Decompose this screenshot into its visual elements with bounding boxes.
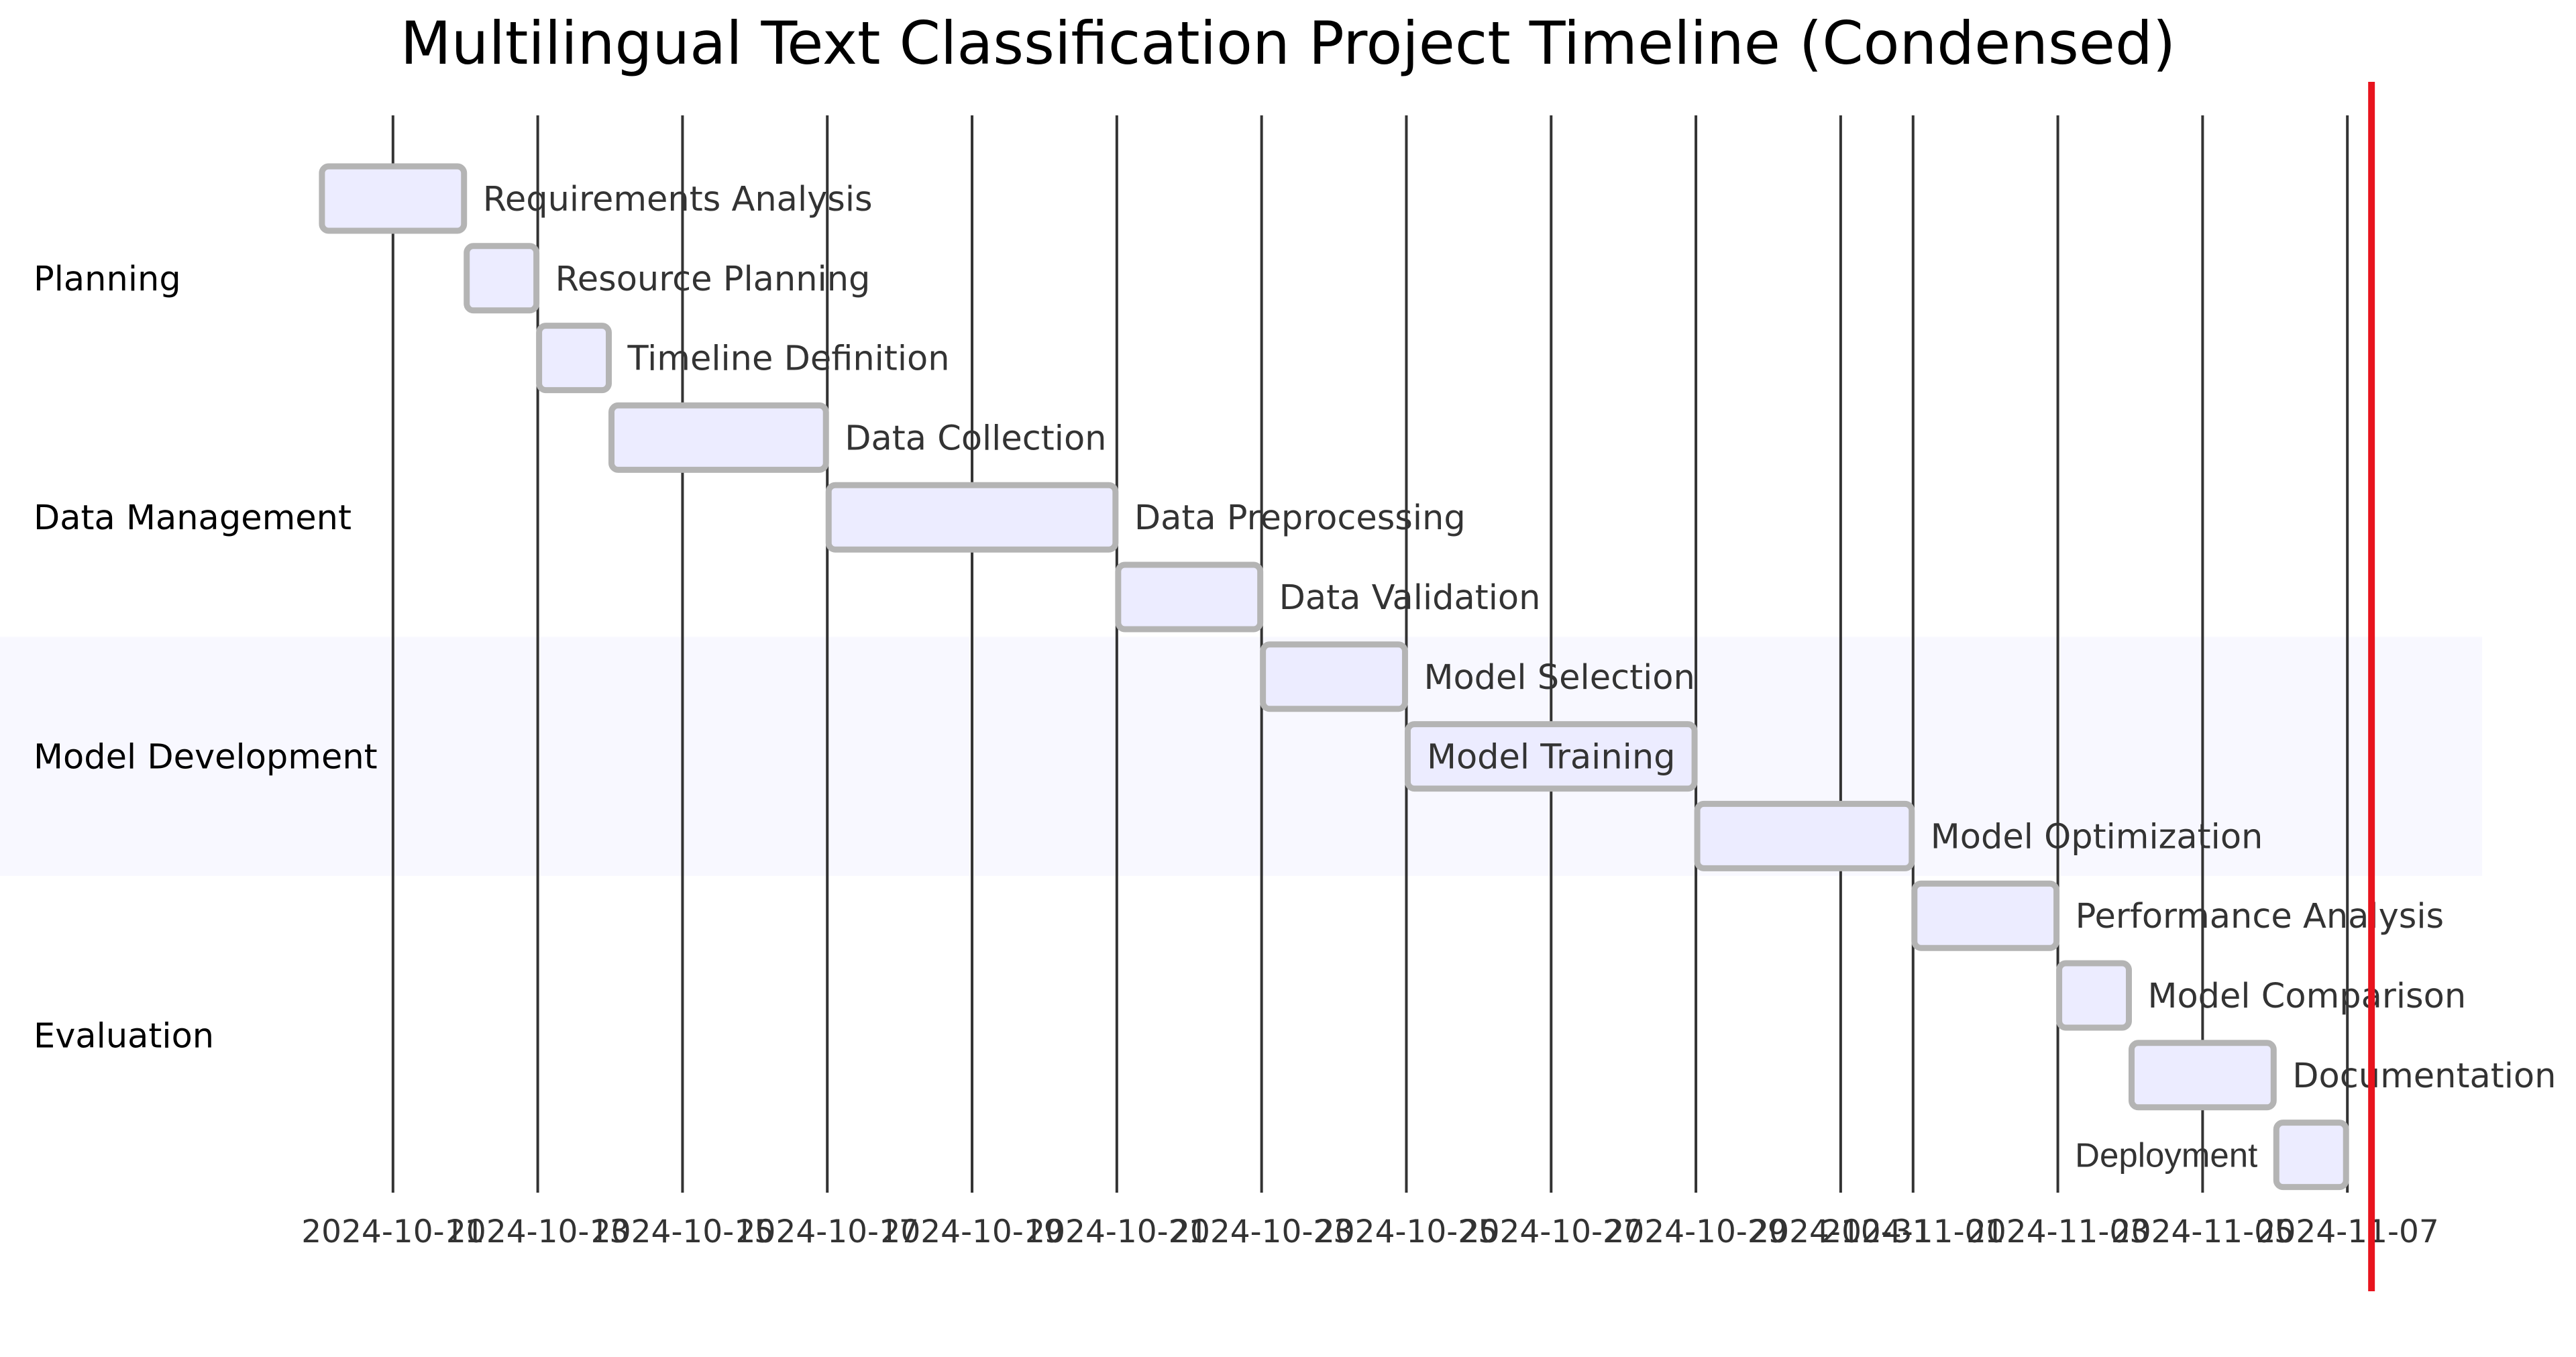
task-label: Model Training xyxy=(1427,738,1676,777)
task-bar xyxy=(464,243,540,314)
x-tick-label: 2024-10-25 xyxy=(1315,1213,1498,1250)
task-bar xyxy=(1404,721,1698,792)
x-tick-label: 2024-10-21 xyxy=(1025,1213,1208,1250)
task-bar xyxy=(608,402,829,473)
task-bar xyxy=(1694,800,1915,871)
section-label: Planning xyxy=(34,260,181,299)
section-band-model-development xyxy=(0,637,2482,876)
task-bar xyxy=(2128,1040,2277,1111)
task-bar xyxy=(1911,880,2060,951)
x-tick-label: 2024-10-15 xyxy=(591,1213,774,1250)
x-tick-label: 2024-10-13 xyxy=(446,1213,629,1250)
task-bar xyxy=(825,482,1119,553)
x-tick-label: 2024-11-03 xyxy=(1966,1213,2149,1250)
task-bar xyxy=(319,163,468,234)
task-label: Data Validation xyxy=(1279,578,1541,618)
x-tick-label: 2024-10-23 xyxy=(1170,1213,1353,1250)
section-label: Evaluation xyxy=(34,1016,214,1056)
x-tick-label: 2024-11-07 xyxy=(2256,1213,2439,1250)
x-tick-label: 2024-10-11 xyxy=(301,1213,484,1250)
task-label: Deployment xyxy=(2075,1136,2257,1175)
task-label: Model Optimization xyxy=(1931,817,2263,857)
x-tick-label: 2024-11-01 xyxy=(1821,1213,2004,1250)
section-label: Model Development xyxy=(34,738,378,777)
task-label: Data Preprocessing xyxy=(1134,498,1466,538)
section-background-layer xyxy=(0,637,2482,876)
x-tick-label: 2024-10-29 xyxy=(1604,1213,1787,1250)
task-label: Documentation xyxy=(2292,1056,2556,1096)
x-tick-label: 2024-10-19 xyxy=(880,1213,1063,1250)
label-layer: Planning Data Management Model Development… xyxy=(34,82,2556,1291)
task-label: Model Comparison xyxy=(2147,977,2466,1016)
task-label: Data Collection xyxy=(845,419,1106,458)
task-bar xyxy=(1260,641,1408,712)
section-label: Data Management xyxy=(34,498,352,538)
task-bar xyxy=(536,323,612,394)
x-tick-label: 2024-10-27 xyxy=(1460,1213,1643,1250)
x-tick-label: 2024-10-17 xyxy=(736,1213,919,1250)
grid-layer xyxy=(391,115,2349,1193)
task-bar-layer xyxy=(319,163,2349,1191)
x-tick-label: 2024-11-05 xyxy=(2111,1213,2294,1250)
task-label: Model Selection xyxy=(1424,658,1695,698)
task-label: Performance Analysis xyxy=(2076,897,2445,936)
task-label: Resource Planning xyxy=(555,260,871,299)
task-bar xyxy=(1115,561,1264,633)
chart-title: Multilingual Text Classification Project… xyxy=(400,9,2176,78)
task-label: Requirements Analysis xyxy=(483,180,873,219)
task-label: Timeline Definition xyxy=(627,339,950,379)
task-bar xyxy=(2056,960,2132,1031)
task-bar xyxy=(2273,1120,2349,1191)
x-tick-label: 2024-10-31 xyxy=(1749,1213,1932,1250)
